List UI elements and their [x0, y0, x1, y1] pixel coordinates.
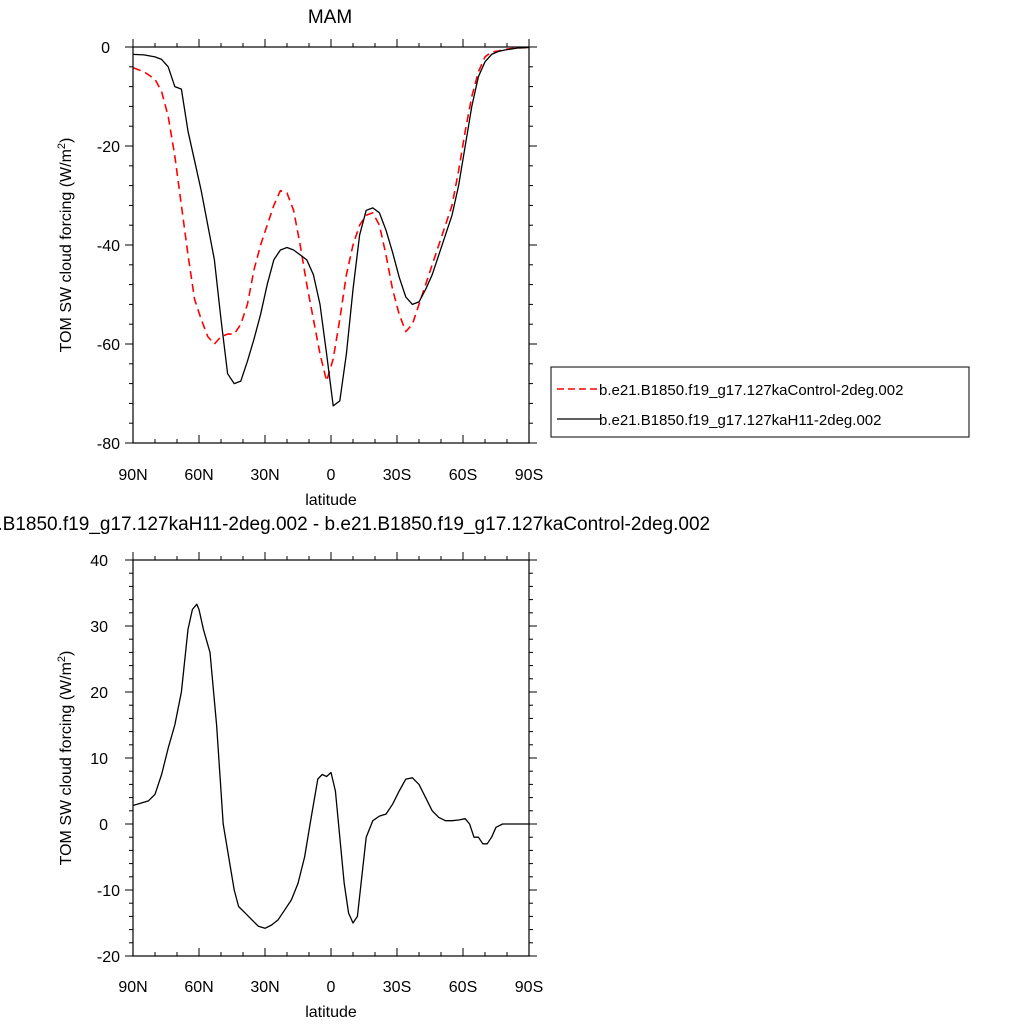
legend-label-control: b.e21.B1850.f19_g17.127kaControl-2deg.00… [599, 382, 903, 399]
top-x-tick-label: 30S [383, 467, 411, 484]
bottom-y-tick-labels: 40 30 20 10 0 -10 -20 [90, 553, 120, 966]
bottom-axis-ticks [125, 552, 537, 957]
bottom-y-axis-label: TOM SW cloud forcing (W/m2) [56, 651, 75, 866]
bottom-plot-frame [132, 559, 530, 957]
bottom-y-tick-label: 30 [90, 619, 108, 636]
top-x-tick-label: 90N [118, 467, 147, 484]
bottom-y-tick-label: 10 [90, 751, 108, 768]
bottom-x-tick-label: 90S [515, 979, 543, 996]
top-y-tick-label: 0 [101, 40, 110, 57]
top-y-tick-label: -60 [97, 337, 120, 354]
legend-label-h11: b.e21.B1850.f19_g17.127kaH11-2deg.002 [599, 412, 881, 429]
top-series-layer [132, 46, 530, 407]
bottom-chart-title: b.e21.B1850.f19_g17.127kaH11-2deg.002 - … [0, 514, 710, 535]
top-y-tick-labels: 0 -20 -40 -60 -80 [97, 40, 120, 453]
top-x-tick-label: 60N [184, 467, 213, 484]
bottom-series-layer [132, 603, 529, 929]
bottom-y-tick-label: -20 [97, 949, 120, 966]
top-panel: MAM 0 -20 -40 -60 -80 90N 60N 30N 0 30S … [56, 7, 970, 509]
top-axis-ticks [125, 39, 537, 444]
top-x-tick-label: 60S [449, 467, 477, 484]
top-y-tick-label: -40 [97, 238, 120, 255]
bottom-x-tick-label: 0 [327, 979, 336, 996]
top-series-line-0 [132, 46, 530, 382]
top-x-tick-label: 30N [250, 467, 279, 484]
bottom-x-tick-label: 90N [118, 979, 147, 996]
top-y-tick-label: -20 [97, 139, 120, 156]
bottom-x-tick-label: 30N [250, 979, 279, 996]
top-chart-title: MAM [308, 7, 352, 28]
top-x-tick-label: 90S [515, 467, 543, 484]
bottom-x-tick-labels: 90N 60N 30N 0 30S 60S 90S [118, 979, 543, 996]
top-x-tick-labels: 90N 60N 30N 0 30S 60S 90S [118, 467, 543, 484]
top-y-axis-label: TOM SW cloud forcing (W/m2) [56, 138, 75, 353]
top-series-line-1 [132, 46, 530, 407]
top-plot-frame [132, 46, 530, 444]
legend-box [550, 366, 970, 438]
bottom-y-tick-label: 40 [90, 553, 108, 570]
legend: b.e21.B1850.f19_g17.127kaControl-2deg.00… [550, 366, 970, 438]
top-x-tick-label: 0 [327, 467, 336, 484]
bottom-x-tick-label: 60N [184, 979, 213, 996]
bottom-y-tick-label: 0 [99, 817, 108, 834]
bottom-x-tick-label: 60S [449, 979, 477, 996]
bottom-series-line-0 [132, 603, 529, 929]
bottom-panel: b.e21.B1850.f19_g17.127kaH11-2deg.002 - … [0, 514, 710, 1021]
bottom-x-axis-label: latitude [305, 1004, 357, 1021]
bottom-y-tick-label: 20 [90, 685, 108, 702]
top-y-tick-label: -80 [97, 436, 120, 453]
top-x-axis-label: latitude [305, 492, 357, 509]
bottom-y-tick-label: -10 [97, 883, 120, 900]
bottom-x-tick-label: 30S [383, 979, 411, 996]
